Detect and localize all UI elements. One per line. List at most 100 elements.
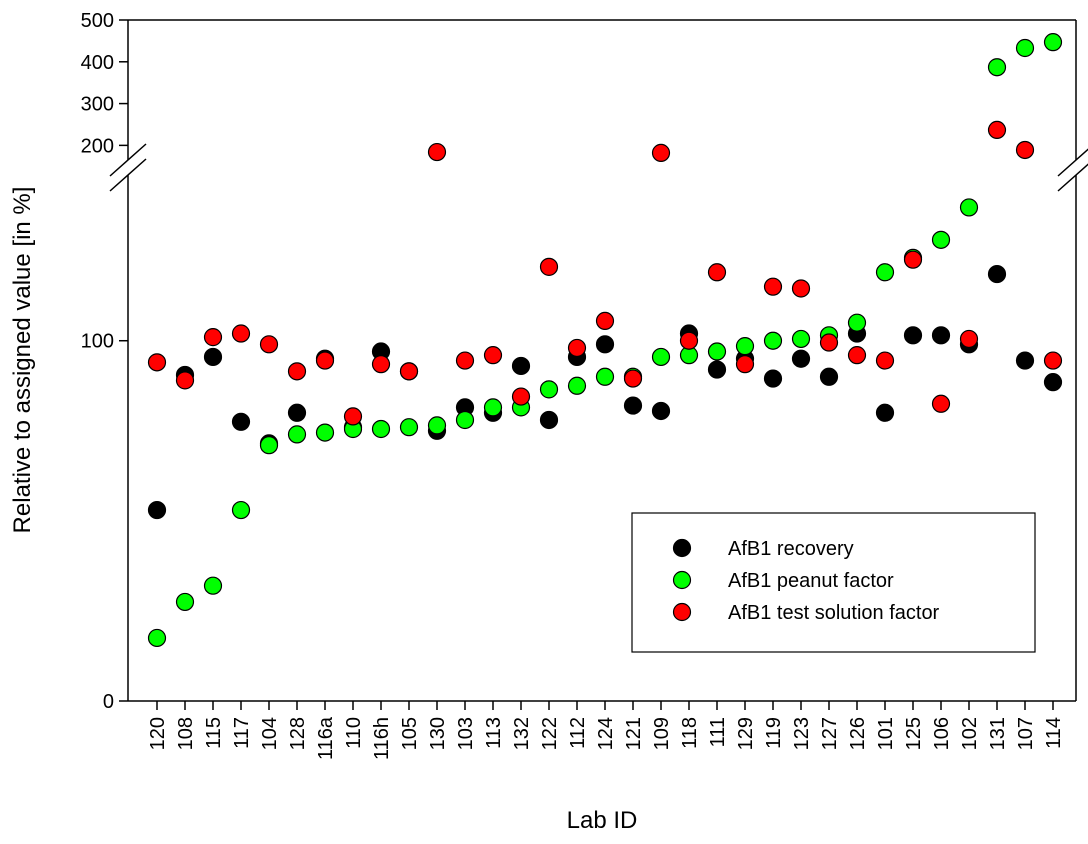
point bbox=[315, 423, 335, 442]
point bbox=[959, 198, 979, 217]
x-tick-label: 115 bbox=[203, 717, 225, 749]
axis-break bbox=[109, 143, 147, 177]
x-tick-label: 118 bbox=[679, 717, 701, 749]
point bbox=[987, 120, 1007, 140]
point bbox=[203, 347, 223, 367]
point bbox=[231, 324, 251, 343]
legend-label: AfB1 peanut factor bbox=[728, 570, 894, 592]
point bbox=[539, 410, 559, 430]
point bbox=[567, 338, 587, 358]
point bbox=[287, 425, 307, 444]
axis-break bbox=[1057, 163, 1088, 192]
x-tick-label: 129 bbox=[735, 717, 757, 750]
point bbox=[455, 351, 475, 370]
point bbox=[203, 576, 223, 595]
x-tick-label: 112 bbox=[567, 717, 589, 749]
point bbox=[1043, 351, 1063, 370]
point bbox=[651, 401, 671, 421]
point bbox=[427, 416, 447, 435]
x-tick-label: 130 bbox=[427, 717, 449, 750]
point bbox=[931, 326, 951, 345]
legend-label: AfB1 test solution factor bbox=[728, 602, 940, 624]
point bbox=[791, 329, 811, 349]
point bbox=[147, 628, 167, 648]
point bbox=[735, 355, 755, 374]
x-tick-label: 104 bbox=[259, 717, 281, 750]
y-tick-label: 500 bbox=[81, 10, 114, 32]
y-tick-label: 100 bbox=[81, 331, 114, 353]
x-tick-label: 108 bbox=[175, 717, 197, 750]
point bbox=[791, 279, 811, 298]
legend-label: AfB1 recovery bbox=[728, 538, 854, 560]
point bbox=[707, 263, 727, 282]
point bbox=[203, 328, 223, 347]
point bbox=[931, 230, 951, 249]
point bbox=[231, 412, 251, 431]
x-tick-label: 127 bbox=[819, 717, 841, 750]
point bbox=[1015, 351, 1035, 370]
point bbox=[483, 346, 503, 365]
x-tick-label: 116h bbox=[371, 717, 393, 760]
x-tick-label: 110 bbox=[343, 717, 365, 749]
point bbox=[287, 362, 307, 381]
point bbox=[399, 418, 419, 437]
point bbox=[287, 403, 307, 422]
point bbox=[651, 143, 671, 162]
point bbox=[623, 369, 643, 388]
x-tick-label: 123 bbox=[791, 717, 813, 750]
y-tick-label: 200 bbox=[81, 135, 114, 157]
point bbox=[343, 407, 363, 426]
legend-marker bbox=[672, 570, 692, 590]
point bbox=[1015, 140, 1035, 160]
x-tick-label: 101 bbox=[875, 717, 897, 750]
point bbox=[903, 326, 923, 345]
x-tick-label: 132 bbox=[511, 717, 533, 750]
point bbox=[371, 355, 391, 374]
y-tick-label: 0 bbox=[103, 691, 114, 713]
y-tick-label: 400 bbox=[81, 52, 114, 74]
point bbox=[595, 311, 615, 331]
point bbox=[819, 367, 839, 386]
point bbox=[399, 362, 419, 381]
point bbox=[875, 403, 895, 422]
y-axis-label: Relative to assigned value [in %] bbox=[9, 187, 36, 534]
legend-marker bbox=[672, 602, 692, 622]
axis-break bbox=[109, 158, 147, 192]
point bbox=[903, 250, 923, 269]
x-tick-label: 114 bbox=[1043, 717, 1065, 749]
y-tick-label: 300 bbox=[81, 94, 114, 116]
x-tick-label: 131 bbox=[987, 717, 1009, 750]
point bbox=[1043, 373, 1063, 392]
point bbox=[147, 500, 167, 520]
x-tick-label: 126 bbox=[847, 717, 869, 750]
x-tick-label: 109 bbox=[651, 717, 673, 750]
point bbox=[147, 353, 167, 372]
point bbox=[735, 337, 755, 356]
point bbox=[707, 342, 727, 361]
point bbox=[175, 371, 195, 390]
point bbox=[763, 369, 783, 388]
point bbox=[1043, 33, 1063, 52]
point bbox=[987, 58, 1007, 77]
x-tick-label: 119 bbox=[763, 717, 785, 749]
x-tick-label: 120 bbox=[147, 717, 169, 750]
point bbox=[875, 351, 895, 370]
point bbox=[623, 396, 643, 415]
legend-marker bbox=[672, 538, 692, 558]
point bbox=[427, 142, 447, 162]
x-tick-label: 121 bbox=[623, 717, 645, 750]
point bbox=[819, 333, 839, 352]
point bbox=[511, 387, 531, 406]
point bbox=[987, 264, 1007, 284]
x-tick-label: 106 bbox=[931, 717, 953, 750]
point bbox=[651, 347, 671, 367]
point bbox=[595, 335, 615, 354]
point bbox=[539, 257, 559, 276]
point bbox=[707, 360, 727, 379]
x-tick-label: 124 bbox=[595, 717, 617, 750]
x-tick-label: 102 bbox=[959, 717, 981, 750]
x-tick-label: 116a bbox=[315, 716, 337, 760]
x-tick-label: 122 bbox=[539, 717, 561, 750]
point bbox=[875, 263, 895, 282]
